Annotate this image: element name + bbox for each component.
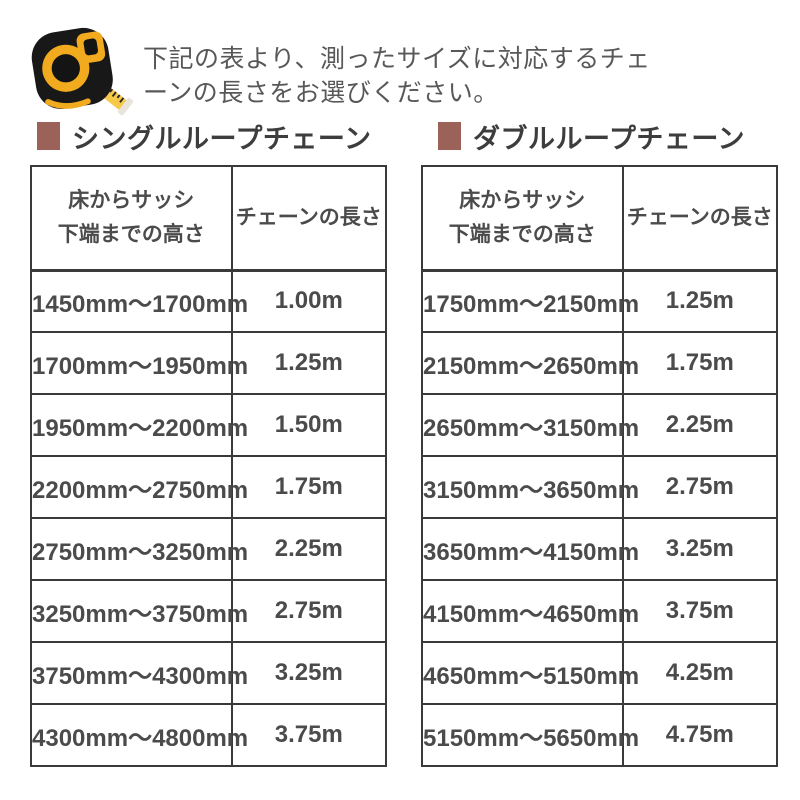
height-range-cell: 4150mm〜4650mm (421, 579, 639, 643)
table-header-row: 床からサッシ 下端までの高さ チェーンの長さ (421, 165, 779, 272)
table-row: 4300mm〜4800mm 3.75m (30, 703, 388, 767)
table-row: 3250mm〜3750mm 2.75m (30, 579, 388, 643)
chain-length-cell: 3.25m (230, 641, 388, 705)
chain-length-cell: 3.75m (230, 703, 388, 767)
chain-length-cell: 1.25m (621, 269, 779, 333)
table-row: 1450mm〜1700mm 1.00m (30, 269, 388, 333)
legend-square-icon (438, 122, 461, 150)
section-single-loop: シングルループチェーン 床からサッシ 下端までの高さ チェーンの長さ 1450 (30, 120, 388, 767)
height-range-cell: 3650mm〜4150mm (421, 517, 639, 581)
table-row: 4650mm〜5150mm 4.25m (421, 641, 779, 705)
chain-length-cell: 4.75m (621, 703, 779, 767)
table-row: 1700mm〜1950mm 1.25m (30, 331, 388, 395)
section-header-single: シングルループチェーン (37, 120, 387, 154)
height-range-cell: 1950mm〜2200mm (30, 393, 248, 457)
chain-length-cell: 1.50m (230, 393, 388, 457)
chain-length-cell: 1.75m (621, 331, 779, 395)
table-row: 2150mm〜2650mm 1.75m (421, 331, 779, 395)
height-range-cell: 2200mm〜2750mm (30, 455, 248, 519)
chain-length-cell: 3.25m (621, 517, 779, 581)
column-header-chain: チェーンの長さ (621, 165, 779, 272)
chain-length-cell: 4.25m (621, 641, 779, 705)
height-range-cell: 1750mm〜2150mm (421, 269, 639, 333)
height-range-cell: 5150mm〜5650mm (421, 703, 639, 767)
table-row: 1950mm〜2200mm 1.50m (30, 393, 388, 457)
table-columns: シングルループチェーン 床からサッシ 下端までの高さ チェーンの長さ 1450 (30, 120, 779, 767)
height-range-cell: 3750mm〜4300mm (30, 641, 248, 705)
tape-measure-icon (31, 27, 134, 116)
table-row: 2750mm〜3250mm 2.25m (30, 517, 388, 581)
header-height-line2: 下端までの高さ (57, 222, 205, 246)
table-row: 3650mm〜4150mm 3.25m (421, 517, 779, 581)
section-header-double: ダブルループチェーン (438, 120, 778, 154)
height-range-cell: 2150mm〜2650mm (421, 331, 639, 395)
height-range-cell: 3250mm〜3750mm (30, 579, 248, 643)
size-table-single: 床からサッシ 下端までの高さ チェーンの長さ 1450mm〜1700mm 1.0… (30, 165, 388, 767)
chain-length-cell: 2.75m (621, 455, 779, 519)
header-height-line1: 床からサッシ (68, 188, 195, 212)
size-table-double: 床からサッシ 下端までの高さ チェーンの長さ 1750mm〜2150mm 1.2… (421, 165, 779, 767)
table-row: 3750mm〜4300mm 3.25m (30, 641, 388, 705)
height-range-cell: 3150mm〜3650mm (421, 455, 639, 519)
height-range-cell: 4650mm〜5150mm (421, 641, 639, 705)
chain-length-cell: 2.25m (230, 517, 388, 581)
column-header-height: 床からサッシ 下端までの高さ (30, 165, 233, 272)
table-row: 2200mm〜2750mm 1.75m (30, 455, 388, 519)
chain-length-cell: 2.25m (621, 393, 779, 457)
chain-length-cell: 1.25m (230, 331, 388, 395)
table-row: 1750mm〜2150mm 1.25m (421, 269, 779, 333)
chain-length-cell: 2.75m (230, 579, 388, 643)
height-range-cell: 2750mm〜3250mm (30, 517, 248, 581)
section-double-loop: ダブルループチェーン 床からサッシ 下端までの高さ チェーンの長さ 1750m (421, 120, 779, 767)
header-height-line1: 床からサッシ (459, 188, 586, 212)
height-range-cell: 1700mm〜1950mm (30, 331, 248, 395)
column-header-height: 床からサッシ 下端までの高さ (421, 165, 624, 272)
column-header-chain: チェーンの長さ (230, 165, 388, 272)
height-range-cell: 2650mm〜3150mm (421, 393, 639, 457)
legend-square-icon (37, 122, 60, 150)
chain-length-cell: 1.00m (230, 269, 388, 333)
height-range-cell: 4300mm〜4800mm (30, 703, 248, 767)
section-title-single: シングルループチェーン (72, 123, 372, 154)
header-height-line2: 下端までの高さ (448, 222, 596, 246)
table-row: 3150mm〜3650mm 2.75m (421, 455, 779, 519)
table-row: 4150mm〜4650mm 3.75m (421, 579, 779, 643)
height-range-cell: 1450mm〜1700mm (30, 269, 248, 333)
table-header-row: 床からサッシ 下端までの高さ チェーンの長さ (30, 165, 388, 272)
chain-length-cell: 1.75m (230, 455, 388, 519)
section-title-double: ダブルループチェーン (473, 123, 746, 154)
chain-length-cell: 3.75m (621, 579, 779, 643)
table-row: 5150mm〜5650mm 4.75m (421, 703, 779, 767)
intro-text: 下記の表より、測ったサイズに対応するチェーンの長さをお選びください。 (143, 45, 651, 107)
table-row: 2650mm〜3150mm 2.25m (421, 393, 779, 457)
